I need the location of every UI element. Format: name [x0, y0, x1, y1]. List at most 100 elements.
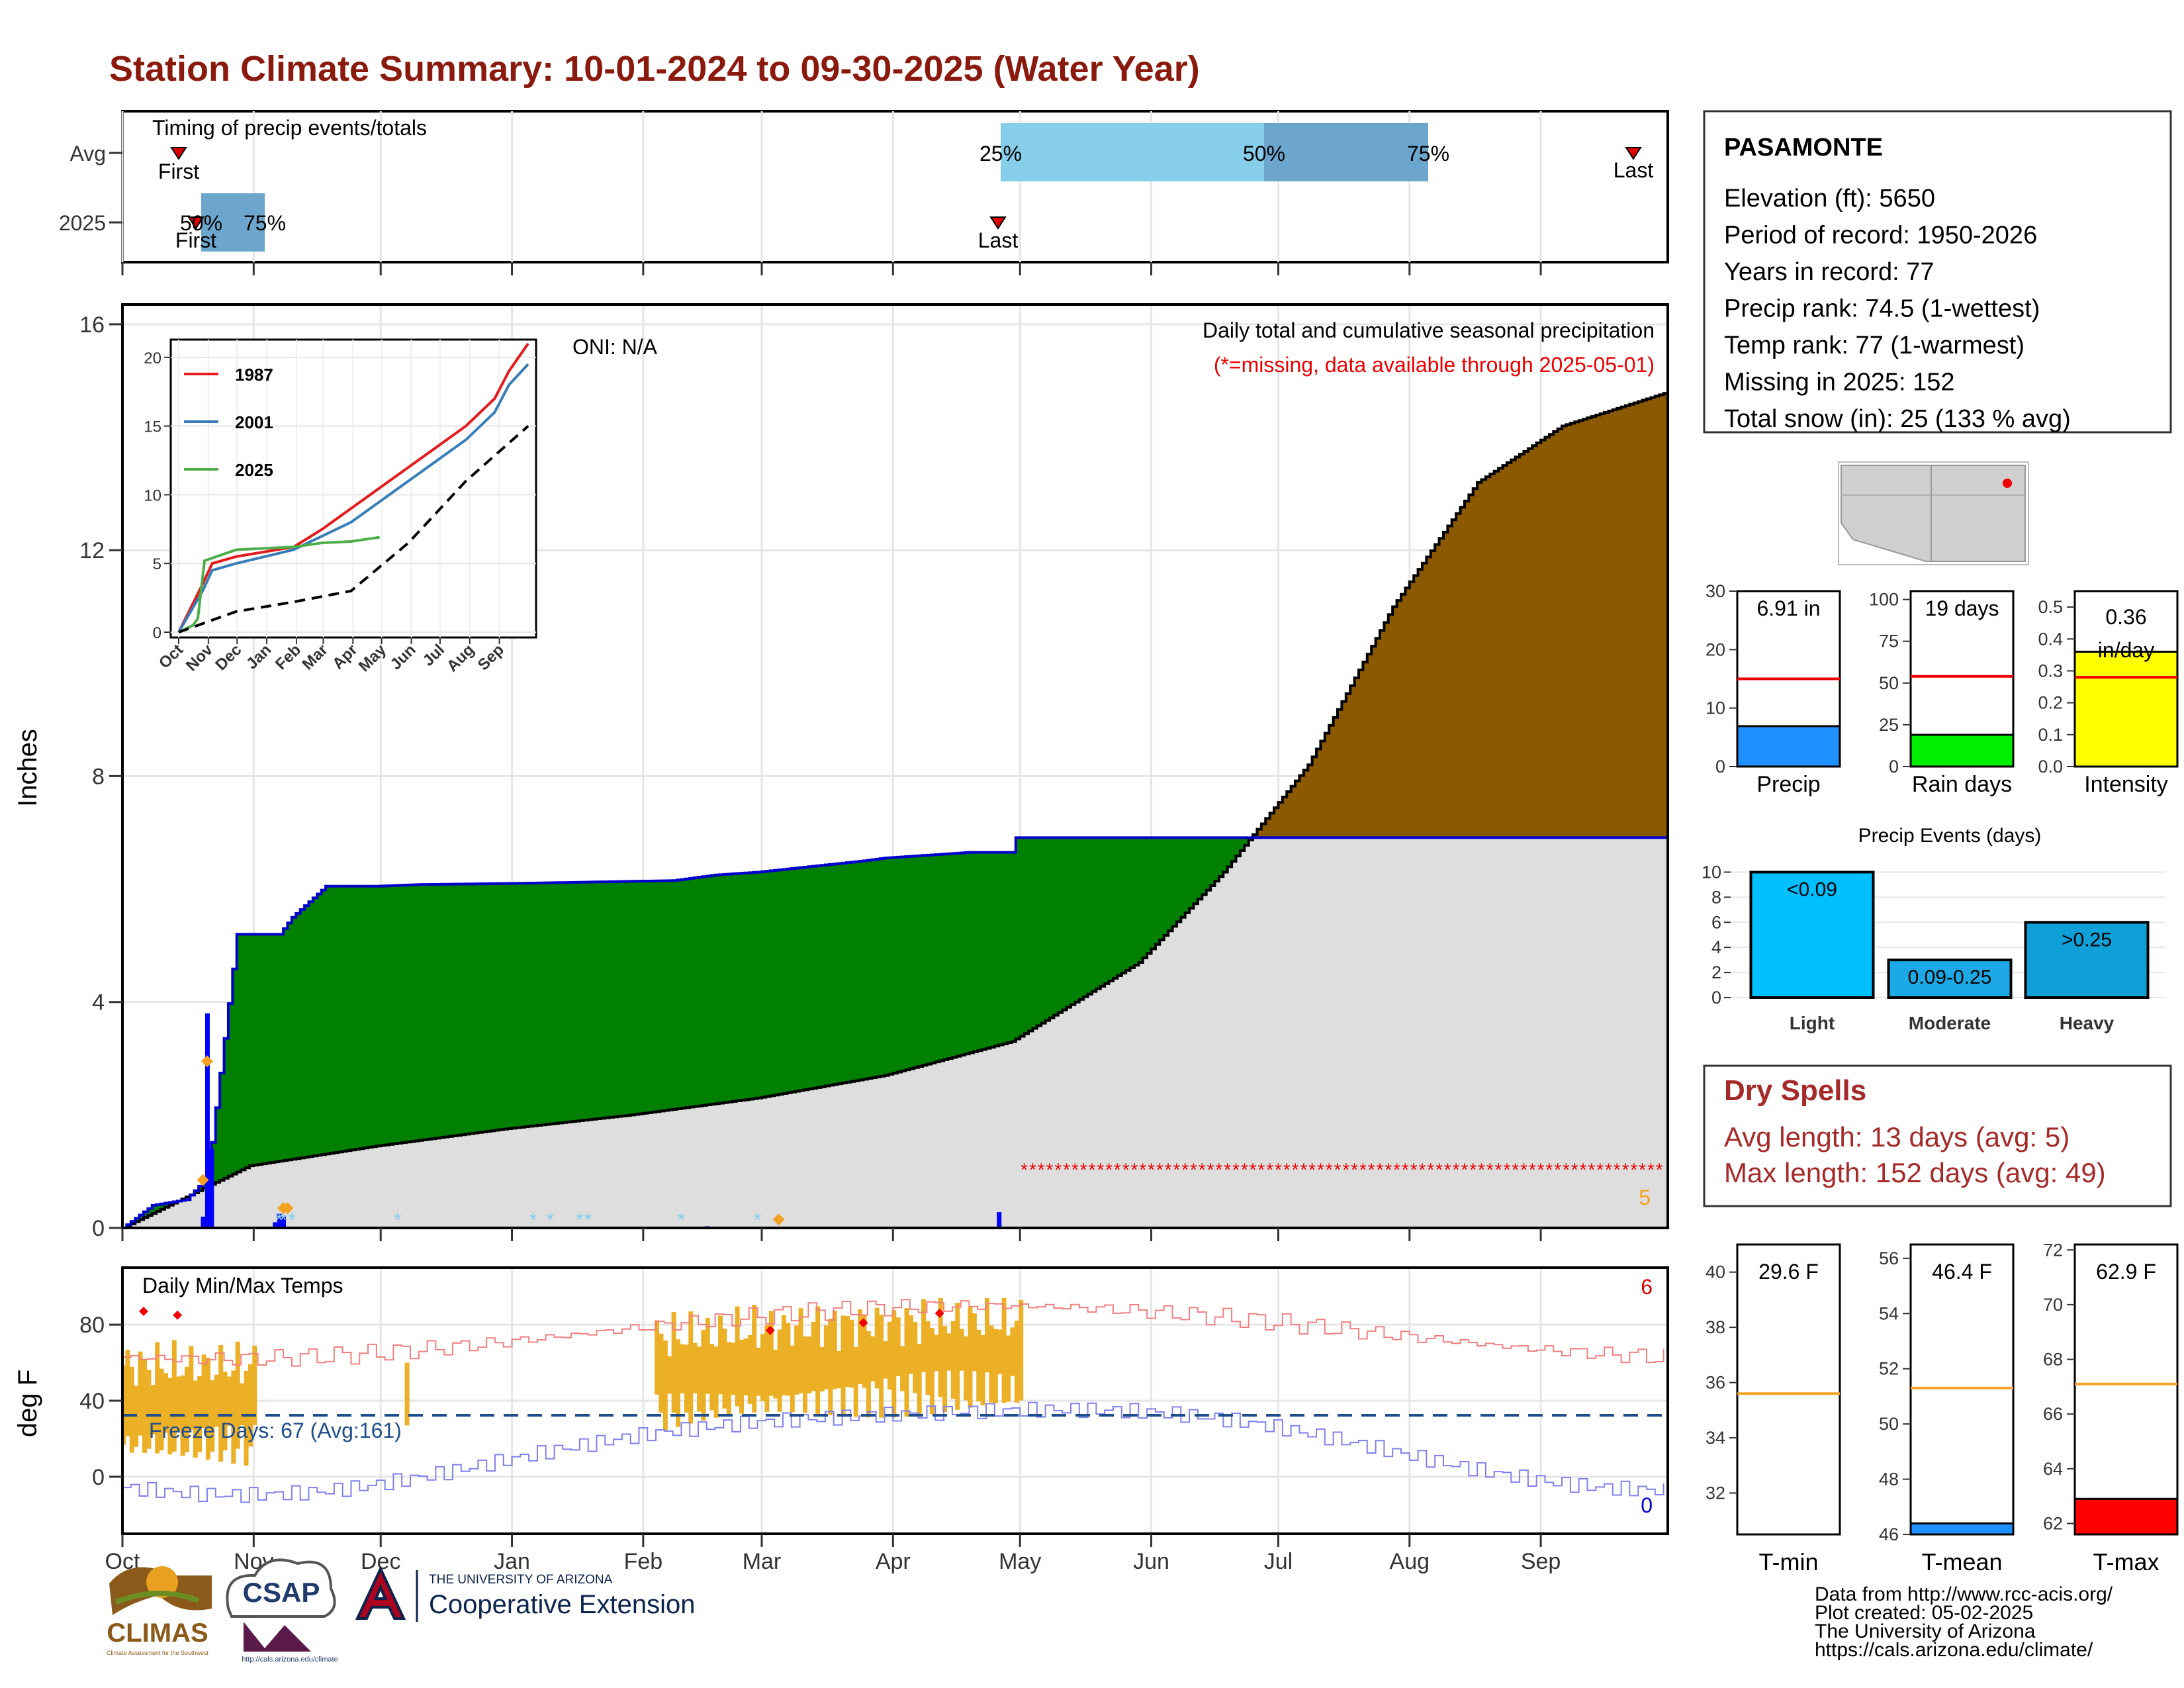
missing-marker: *	[1554, 1160, 1561, 1180]
inset-y-tick-label: 15	[144, 418, 161, 436]
temp-band	[659, 1333, 664, 1413]
month-label-jul: Jul	[1264, 1549, 1293, 1574]
temp-band	[913, 1322, 918, 1393]
missing-data-markers: * * * * * * * * * * * * * * * * * * * * * * * * * * * * * * * * * * * * * * * *…	[1021, 1160, 1663, 1180]
temp-band	[150, 1385, 156, 1434]
summary-bar-tick-label: 25	[1879, 715, 1899, 735]
temp-band	[125, 1350, 130, 1436]
summary-bar-label: Precip	[1756, 772, 1820, 797]
summary-bar-value-label: 0.36	[2105, 605, 2146, 629]
missing-marker: *	[1080, 1160, 1087, 1180]
missing-marker: *	[1563, 1160, 1570, 1180]
temp-y-tick-label: 80	[79, 1313, 105, 1338]
temp-band	[815, 1306, 821, 1414]
summary-bar-intensity: 0.0 0.1 0.2 0.3 0.4 0.5 0.36 in/day Intensity	[2038, 590, 2179, 797]
temp-bar-tick-label: 68	[2043, 1350, 2063, 1370]
avg-last-label: Last	[1614, 158, 1654, 182]
temp-band	[989, 1325, 994, 1403]
temp-band	[248, 1364, 253, 1447]
temp-band	[713, 1346, 719, 1418]
record-precip-marker	[281, 1202, 294, 1215]
temp-panel: Daily Min/Max Temps Freeze Days: 67 (Avg…	[13, 1266, 1669, 1535]
summary-bar-tick-label: 0	[1715, 757, 1725, 776]
temp-bar-frame	[1909, 1243, 2015, 1536]
temp-band	[171, 1340, 177, 1452]
inset-legend-label: 2001	[235, 412, 273, 432]
temp-band	[968, 1307, 973, 1408]
missing-marker: *	[1368, 1160, 1375, 1180]
temp-band	[879, 1315, 884, 1418]
temp-bar-value-label: 29.6 F	[1758, 1260, 1819, 1284]
temp-band	[1014, 1321, 1019, 1403]
temp-band	[176, 1376, 181, 1431]
missing-marker: *	[1444, 1160, 1451, 1180]
missing-marker: *	[1427, 1160, 1434, 1180]
snow-marker: *	[576, 1209, 584, 1231]
missing-marker: *	[1054, 1160, 1062, 1180]
temp-bar-tick-label: 48	[1879, 1470, 1899, 1489]
inset-series-2001	[177, 363, 529, 633]
missing-marker: *	[1596, 1160, 1604, 1180]
missing-marker: *	[1495, 1160, 1502, 1180]
record-precip-marker	[772, 1213, 785, 1226]
y-tick-label: 0	[92, 1216, 105, 1241]
temp-band	[946, 1333, 952, 1371]
dry-spells-max: Max length: 152 days (avg: 49)	[1724, 1157, 2106, 1188]
temp-bar-tick-label: 64	[2043, 1459, 2063, 1479]
temp-band	[904, 1308, 909, 1417]
temp-band	[201, 1354, 206, 1429]
y2025-p75-label: 75%	[244, 211, 286, 235]
missing-marker: *	[1605, 1160, 1612, 1180]
timing-row-2025: 2025	[59, 211, 106, 235]
csap-url-text: http://cals.arizona.edu/climate	[242, 1656, 338, 1664]
temp-band	[692, 1342, 698, 1393]
month-label-may: May	[999, 1549, 1041, 1574]
temp-band	[807, 1336, 812, 1393]
missing-marker: *	[1257, 1160, 1265, 1180]
temp-band	[866, 1331, 871, 1418]
temp-band	[743, 1338, 749, 1396]
temp-band	[184, 1366, 189, 1452]
precip-events-chart: Precip Events (days) 0 2 4 6 8 10 <0.09 Light 0.…	[1702, 825, 2165, 1033]
avg-cum-precip-line	[122, 392, 1669, 1229]
footer-line-4: https://cals.arizona.edu/climate/	[1815, 1639, 2093, 1661]
summary-bar-tick-label: 20	[1706, 639, 1725, 659]
summary-bar-value	[2073, 651, 2179, 768]
temp-band	[138, 1351, 143, 1436]
missing-marker: *	[1520, 1160, 1527, 1180]
missing-marker: *	[1038, 1160, 1045, 1180]
month-label-sep: Sep	[1521, 1549, 1561, 1574]
station-location-dot	[2003, 479, 2012, 488]
month-label-jan: Jan	[494, 1549, 530, 1574]
ua-big-text: Cooperative Extension	[429, 1590, 695, 1619]
station-info-box: PASAMONTE Elevation (ft): 5650 Period of …	[1703, 110, 2172, 434]
temp-band	[709, 1344, 715, 1411]
missing-marker: *	[1122, 1160, 1130, 1180]
temp-band	[929, 1328, 934, 1414]
missing-note: (*=missing, data available through 2025-…	[1214, 353, 1655, 377]
temp-band	[858, 1309, 863, 1384]
temp-band	[210, 1380, 215, 1452]
y-tick-label: 4	[92, 990, 105, 1015]
temp-band	[167, 1378, 173, 1455]
temp-band	[917, 1344, 922, 1416]
daily-precip-bar	[273, 1222, 278, 1228]
temp-band	[155, 1342, 160, 1454]
events-title: Precip Events (days)	[1858, 825, 2042, 847]
footer-credits: Data from http://www.rcc-acis.org/ Plot …	[1815, 1583, 2113, 1661]
dry-spells-title: Dry Spells	[1724, 1074, 1866, 1107]
temp-band	[244, 1370, 249, 1466]
missing-marker: *	[1545, 1160, 1553, 1180]
inset-legend-label: 2025	[235, 460, 273, 480]
missing-marker: *	[1207, 1160, 1214, 1180]
temp-bar-label: T-mean	[1921, 1548, 2002, 1575]
daily-precip-bar	[277, 1213, 282, 1228]
temp-band	[705, 1317, 710, 1394]
missing-marker: *	[1046, 1160, 1054, 1180]
temp-band	[942, 1326, 948, 1413]
temp-band	[226, 1376, 232, 1426]
dry-spells-avg: Avg length: 13 days (avg: 5)	[1724, 1121, 2070, 1152]
figure-title: Station Climate Summary: 10-01-2024 to 0…	[109, 49, 1200, 89]
snow-marker: *	[754, 1209, 762, 1231]
